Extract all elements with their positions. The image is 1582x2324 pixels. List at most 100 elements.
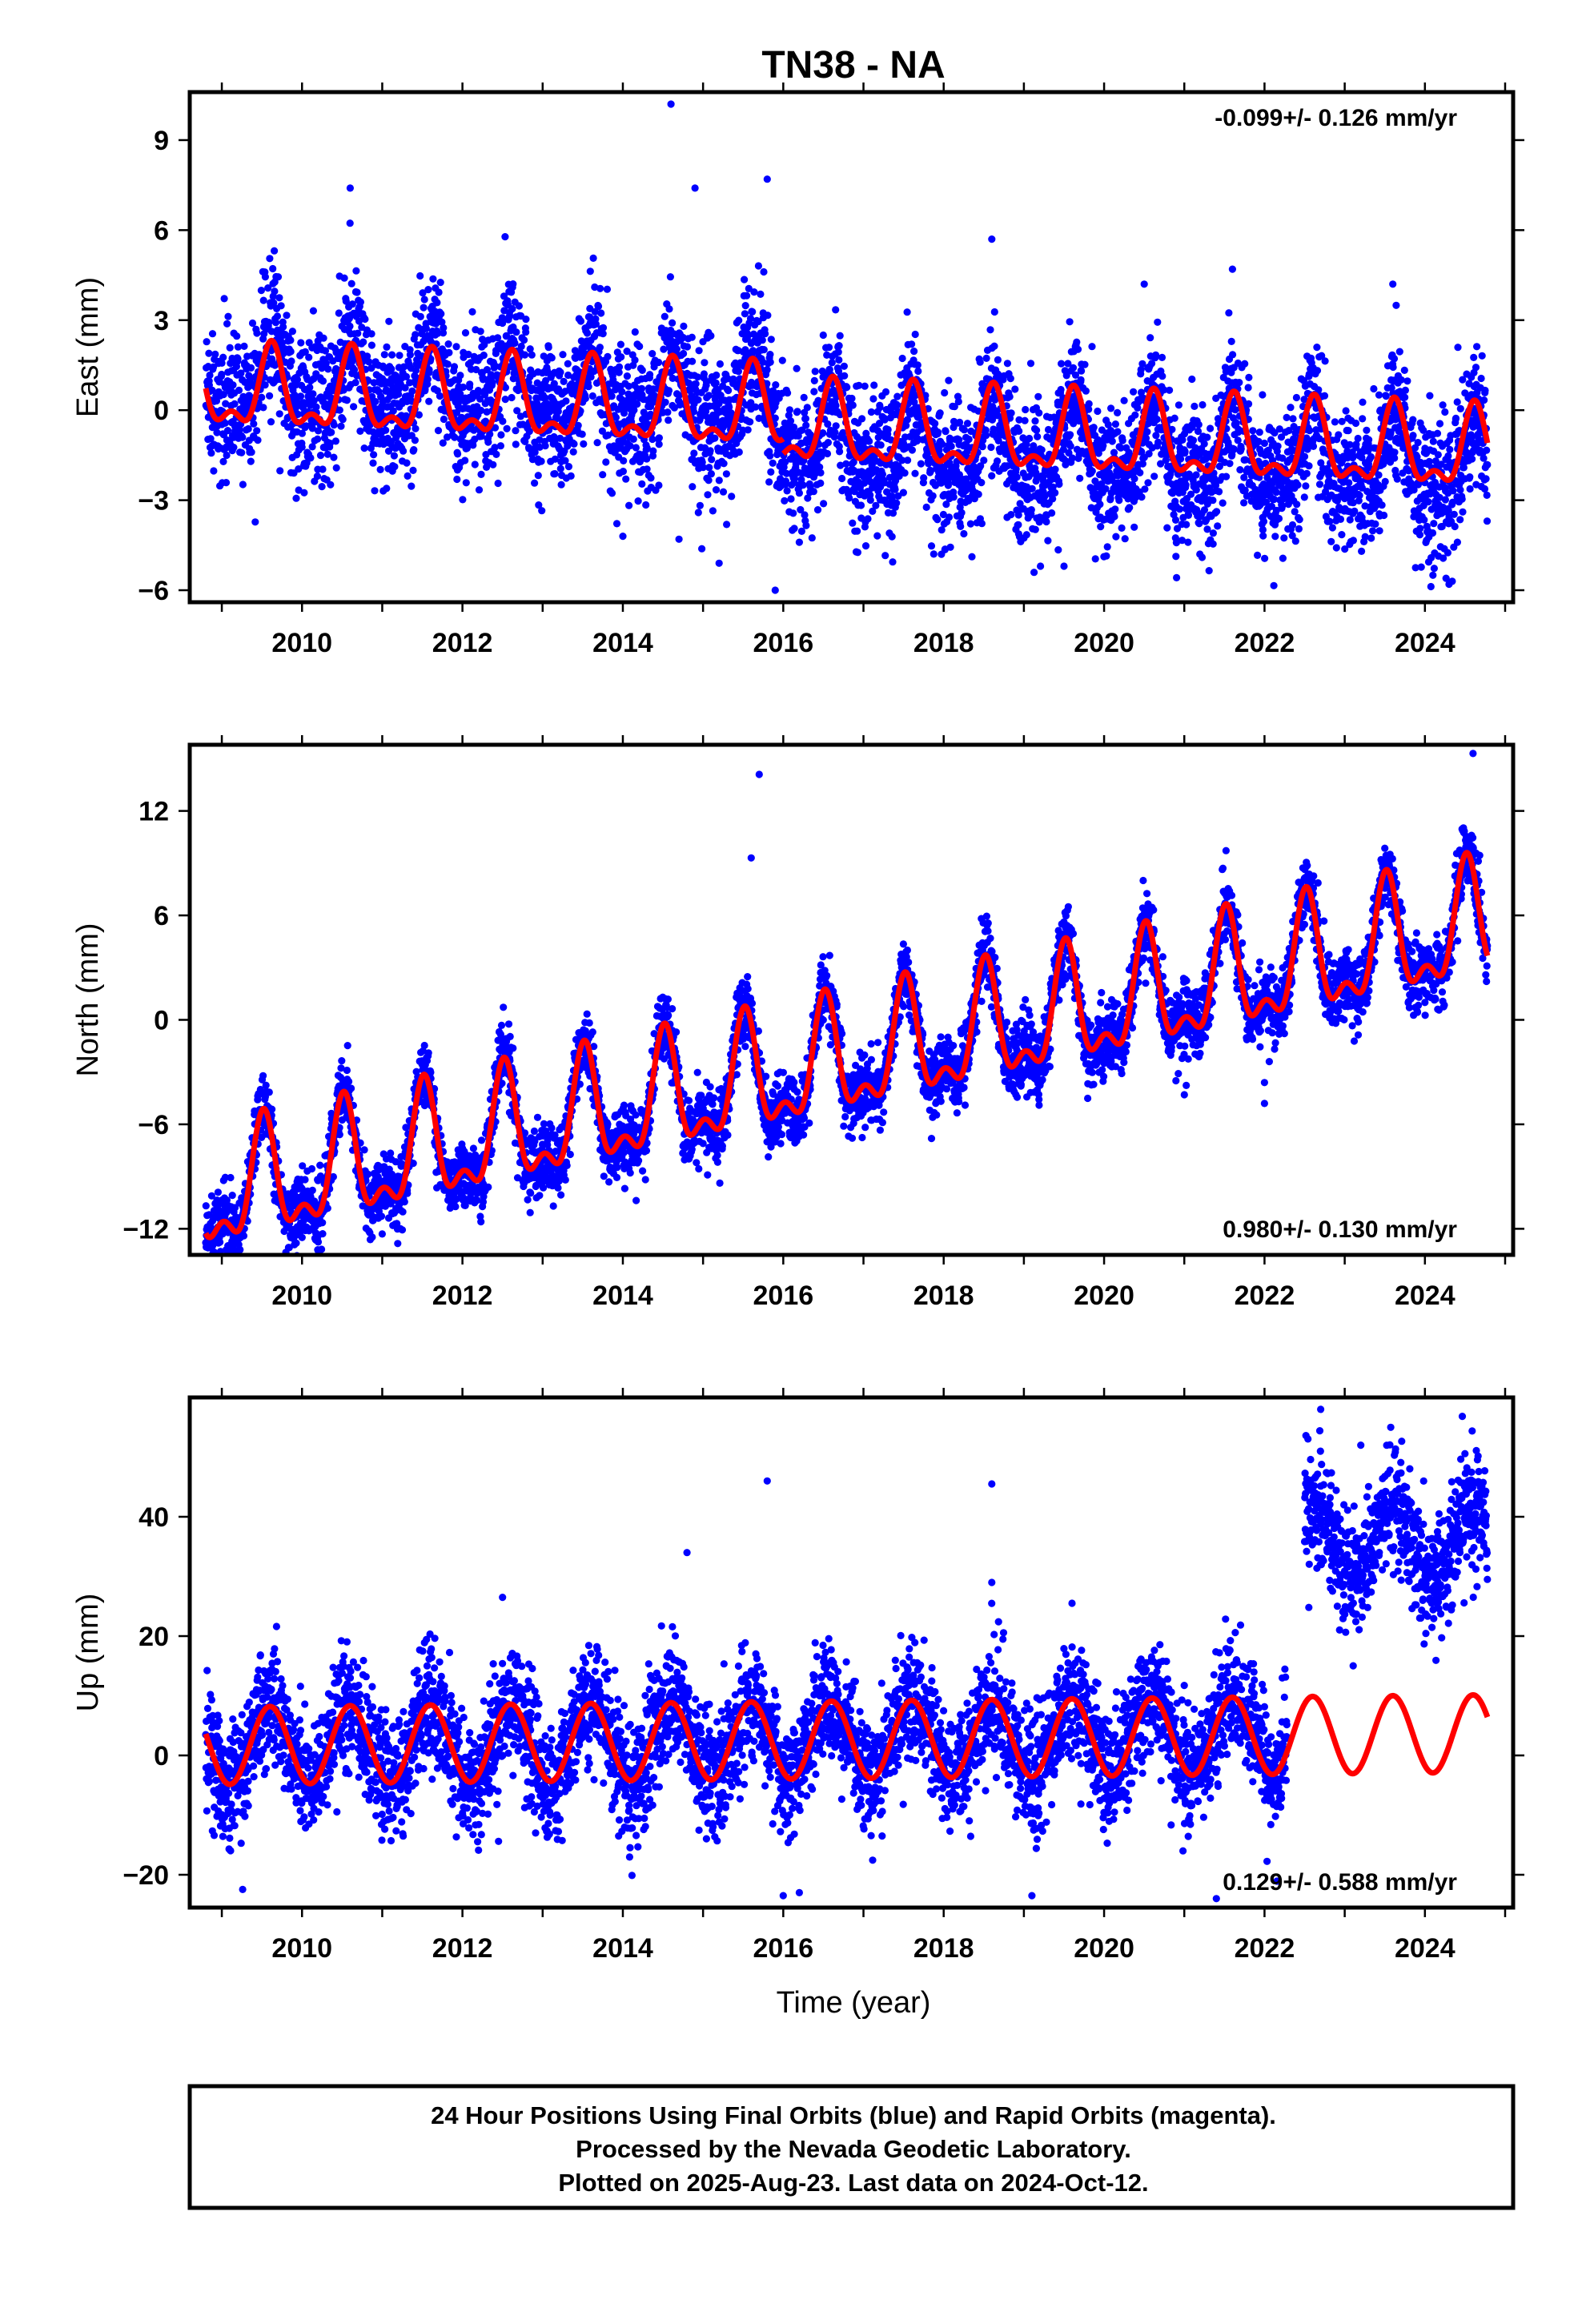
data-point [296, 392, 305, 400]
data-point [1031, 417, 1039, 425]
data-point [231, 400, 239, 408]
data-point [617, 353, 625, 361]
data-point [444, 360, 452, 368]
data-point [735, 448, 743, 456]
data-point [556, 464, 564, 472]
data-point [722, 470, 731, 478]
data-point [570, 440, 578, 448]
data-point [370, 451, 378, 459]
data-point [914, 367, 922, 376]
data-point [1401, 393, 1409, 401]
data-point [322, 360, 330, 368]
data-point [1270, 581, 1278, 589]
data-point [799, 481, 807, 489]
data-point [509, 280, 517, 288]
data-point [583, 329, 592, 337]
data-point [295, 486, 303, 494]
data-point [945, 513, 954, 521]
data-points [202, 100, 1492, 594]
data-point [223, 427, 232, 435]
data-point [994, 356, 1002, 364]
data-point [1121, 535, 1129, 543]
data-point [511, 339, 519, 348]
data-point [383, 485, 391, 493]
data-point [832, 422, 840, 430]
data-point [980, 456, 988, 464]
data-point [440, 324, 448, 332]
data-point [321, 347, 330, 355]
data-point [1254, 551, 1262, 560]
data-point [207, 435, 215, 443]
data-point [944, 481, 952, 489]
data-point [521, 351, 529, 359]
data-point [293, 376, 301, 384]
data-point [1403, 377, 1411, 385]
data-point [1163, 524, 1171, 532]
data-point [920, 474, 928, 482]
data-point [308, 443, 316, 451]
data-point [705, 392, 713, 400]
data-point [562, 397, 570, 405]
data-point [544, 344, 552, 352]
data-point [665, 416, 673, 424]
data-point [1090, 424, 1098, 432]
data-point [1381, 477, 1389, 486]
data-point [903, 308, 911, 316]
data-point [1260, 439, 1268, 448]
data-point [1313, 344, 1321, 352]
data-point [1114, 428, 1122, 436]
data-point [351, 379, 359, 387]
data-point [287, 357, 295, 365]
data-point [1028, 485, 1036, 493]
data-point [1209, 529, 1217, 537]
data-point [380, 351, 388, 359]
data-point [910, 348, 918, 356]
data-point [520, 336, 528, 344]
data-point [1213, 508, 1221, 516]
data-point [1182, 480, 1190, 489]
data-point [274, 273, 283, 281]
data-point [929, 492, 937, 500]
data-point [560, 377, 568, 385]
data-point [396, 352, 404, 360]
data-point [602, 458, 610, 466]
data-point [622, 475, 630, 483]
data-point [306, 384, 314, 392]
data-point [1173, 573, 1181, 582]
data-point [809, 488, 817, 496]
data-point [538, 507, 546, 515]
data-point [297, 339, 305, 347]
data-point [612, 520, 621, 528]
data-point [954, 397, 962, 406]
data-point [596, 344, 604, 352]
data-point [206, 371, 214, 380]
data-point [720, 460, 728, 468]
data-point [1014, 521, 1022, 529]
data-point [1088, 467, 1096, 475]
data-point [1275, 514, 1283, 523]
data-point [599, 471, 607, 479]
data-point [858, 415, 866, 423]
data-point [1015, 427, 1023, 436]
data-point [808, 534, 816, 542]
data-point [219, 353, 227, 361]
data-point [764, 312, 772, 320]
data-point [877, 441, 885, 449]
data-point [1415, 531, 1424, 539]
data-point [849, 401, 857, 409]
data-point [484, 438, 492, 446]
data-point [346, 219, 354, 227]
data-point [623, 372, 632, 380]
data-point [629, 435, 637, 444]
data-point [701, 359, 709, 367]
data-point [1371, 520, 1379, 529]
data-point [250, 420, 258, 428]
data-point [853, 527, 861, 535]
data-point [412, 331, 420, 339]
data-point [848, 394, 856, 403]
data-point [707, 470, 716, 478]
data-point [1158, 353, 1166, 361]
data-point [305, 353, 313, 361]
data-point [347, 279, 355, 287]
